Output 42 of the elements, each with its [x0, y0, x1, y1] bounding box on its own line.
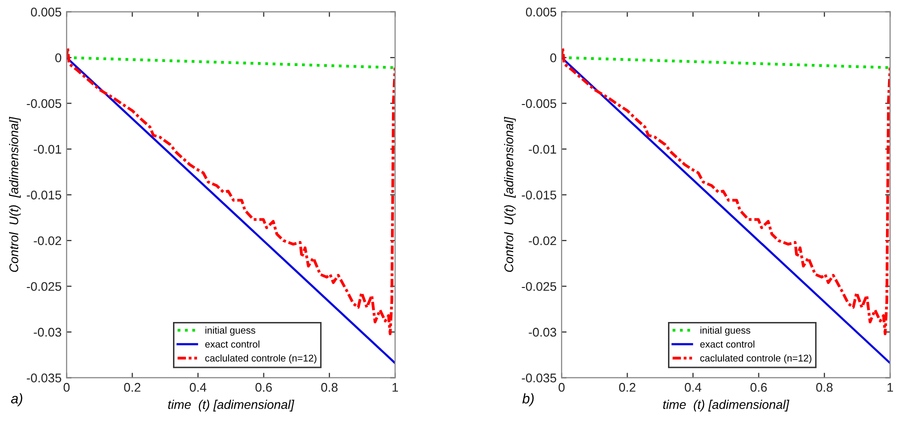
x-axis-title: time (t) [adimensional] [168, 400, 294, 412]
y-tick-label: -0.03 [528, 328, 556, 337]
y-tick-label: -0.01 [34, 144, 62, 154]
y-tick-label: -0.025 [26, 282, 62, 291]
y-tick-label: -0.03 [34, 328, 62, 337]
y-axis-title: Control U(t) [adimensional] [9, 116, 21, 272]
x-tick-label: 0.6 [750, 382, 767, 392]
y-tick-label: -0.02 [528, 236, 556, 246]
legend-label: initial guess [700, 326, 750, 336]
legend-label: exact control [205, 340, 260, 348]
y-axis-title: Control U(t) [adimensional] [504, 116, 516, 272]
y-tick-label: -0.005 [522, 99, 556, 108]
x-tick-label: 0.2 [619, 382, 636, 392]
text: a) [11, 393, 22, 406]
legend-label: caclulated controle (n=12) [700, 354, 812, 364]
y-tick-label: -0.02 [34, 236, 62, 246]
x-tick-label: 0.4 [190, 382, 206, 392]
y-tick-label: 0 [550, 53, 556, 62]
y-tick-label: -0.005 [26, 99, 62, 108]
y-tick-label: 0 [55, 53, 62, 62]
y-tick-label: -0.015 [26, 190, 62, 200]
x-tick-label: 0.8 [816, 382, 833, 392]
legend-label: exact control [700, 340, 754, 348]
x-tick-label: 1 [888, 383, 893, 392]
x-tick-label: 1 [392, 383, 398, 392]
x-axis-title: time (t) [adimensional] [663, 400, 790, 412]
y-tick-label: -0.035 [26, 374, 62, 382]
y-tick-label: -0.035 [522, 374, 556, 382]
x-tick-label: 0.8 [321, 382, 338, 392]
x-tick-label: 0.6 [256, 382, 272, 392]
x-tick-label: 0 [558, 382, 565, 392]
legend-label: initial guess [205, 326, 256, 336]
y-tick-label: 0.005 [30, 8, 62, 16]
y-tick-label: 0.005 [526, 8, 556, 16]
x-tick-label: 0.4 [684, 382, 702, 392]
y-tick-label: -0.01 [528, 144, 556, 154]
text: b) [522, 393, 534, 406]
y-tick-label: -0.015 [522, 190, 556, 200]
legend-label: caclulated controle (n=12) [205, 354, 316, 364]
y-tick-label: -0.025 [522, 282, 556, 291]
x-tick-label: 0.2 [124, 382, 140, 392]
x-tick-label: 0 [64, 382, 70, 392]
